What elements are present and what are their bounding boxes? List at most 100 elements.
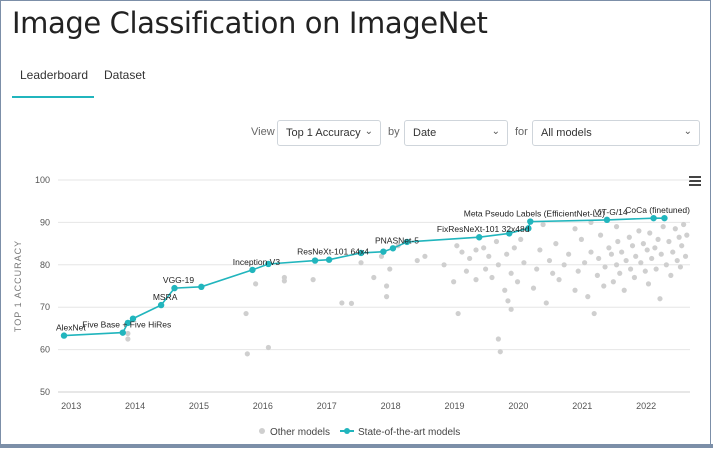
- for-select[interactable]: All models ⌄: [532, 120, 700, 146]
- other-model-point: [459, 249, 465, 255]
- tab-leaderboard[interactable]: Leaderboard: [20, 68, 89, 82]
- other-model-point: [371, 274, 377, 281]
- other-model-point: [572, 287, 578, 293]
- other-model-point: [588, 249, 594, 255]
- other-model-point: [125, 330, 131, 337]
- other-model-point: [645, 281, 652, 287]
- other-model-point: [658, 251, 664, 257]
- other-model-point: [339, 300, 345, 306]
- y-tick-label: 60: [40, 345, 50, 355]
- chevron-down-icon: ⌄: [491, 126, 500, 137]
- sota-point: [525, 225, 532, 232]
- other-model-point: [518, 236, 524, 242]
- y-tick-label: 70: [40, 302, 50, 312]
- sota-label: FixResNeXt-101 32x48d: [437, 224, 530, 234]
- other-model-point: [566, 251, 572, 257]
- other-model-point: [508, 306, 514, 312]
- sota-point: [325, 256, 333, 263]
- y-tick-label: 100: [35, 175, 50, 185]
- sota-label: Meta Pseudo Labels (EfficientNet-L2): [464, 209, 605, 219]
- sota-label: ResNeXt-101 64x4: [297, 247, 369, 257]
- other-model-point: [610, 279, 616, 285]
- other-model-point: [619, 249, 625, 255]
- other-model-point: [348, 300, 355, 306]
- other-model-point: [265, 344, 272, 351]
- sota-point: [506, 230, 513, 237]
- legend-sota-models[interactable]: State-of-the-art models: [340, 427, 460, 438]
- other-model-point: [601, 283, 607, 289]
- other-model-point: [553, 241, 559, 247]
- other-model-point: [511, 245, 517, 251]
- sota-point: [249, 266, 256, 274]
- other-model-point: [505, 298, 511, 304]
- chevron-down-icon: ⌄: [683, 126, 692, 137]
- other-model-point: [652, 245, 658, 251]
- other-model-point: [521, 260, 527, 266]
- x-tick-label: 2015: [189, 401, 209, 411]
- hamburger-icon[interactable]: [689, 176, 701, 186]
- other-model-point: [486, 253, 492, 259]
- other-model-point: [451, 279, 457, 285]
- other-model-point: [596, 255, 602, 262]
- other-model-point: [655, 236, 661, 242]
- other-model-point: [642, 268, 648, 274]
- other-model-point: [679, 243, 685, 249]
- sota-point: [119, 329, 126, 336]
- legend-other-models[interactable]: Other models: [259, 427, 330, 438]
- legend-other-label: Other models: [270, 427, 331, 438]
- sota-point: [157, 301, 165, 309]
- other-model-point: [677, 264, 684, 270]
- y-tick-label: 50: [40, 387, 50, 397]
- view-select-value: Top 1 Accuracy: [286, 127, 361, 139]
- sota-point: [389, 245, 397, 252]
- view-select[interactable]: Top 1 Accuracy ⌄: [277, 120, 381, 146]
- x-tick-label: 2013: [61, 401, 81, 411]
- sota-point: [527, 218, 534, 225]
- other-model-point: [467, 255, 473, 262]
- y-tick-label: 90: [40, 217, 50, 227]
- other-model-point: [660, 224, 666, 230]
- sota-point: [357, 249, 365, 257]
- sota-point: [60, 332, 68, 339]
- other-model-point: [463, 268, 470, 274]
- other-model-point: [585, 294, 591, 300]
- active-tab-indicator: [12, 96, 94, 98]
- x-tick-label: 2020: [508, 401, 528, 411]
- other-model-point: [543, 300, 549, 306]
- other-model-point: [540, 221, 546, 228]
- sota-point: [129, 315, 137, 322]
- for-label: for: [515, 126, 528, 138]
- y-axis-ticks: 50 60 70 80 90 100: [35, 175, 50, 397]
- other-model-point: [647, 230, 653, 236]
- other-model-point: [556, 277, 562, 283]
- other-model-point: [606, 245, 612, 251]
- other-model-point: [508, 270, 514, 276]
- y-tick-label: 80: [40, 260, 50, 270]
- other-model-point: [125, 336, 131, 342]
- other-model-point: [378, 253, 385, 259]
- other-model-point: [629, 243, 636, 249]
- sota-label: ViT-G/14: [594, 207, 628, 217]
- other-model-point: [414, 257, 420, 264]
- other-model-point: [495, 262, 501, 268]
- other-model-point: [422, 253, 428, 259]
- other-model-point: [597, 232, 604, 238]
- x-tick-label: 2022: [636, 401, 656, 411]
- other-model-point: [674, 257, 680, 264]
- sota-label: MSRA: [153, 292, 178, 302]
- sota-points: [60, 214, 668, 339]
- by-select[interactable]: Date ⌄: [404, 120, 508, 146]
- other-model-point: [253, 281, 259, 287]
- other-model-point: [640, 241, 646, 247]
- other-model-point: [383, 283, 390, 289]
- for-select-value: All models: [541, 127, 592, 139]
- tab-dataset[interactable]: Dataset: [104, 68, 146, 82]
- y-axis-title: TOP 1 ACCURACY: [13, 240, 23, 332]
- sota-label: Inception V3: [233, 257, 281, 267]
- sota-point: [650, 214, 657, 222]
- chevron-down-icon: ⌄: [364, 126, 373, 137]
- other-model-point: [358, 260, 364, 266]
- sota-label: Five Base + Five HiRes: [82, 320, 171, 330]
